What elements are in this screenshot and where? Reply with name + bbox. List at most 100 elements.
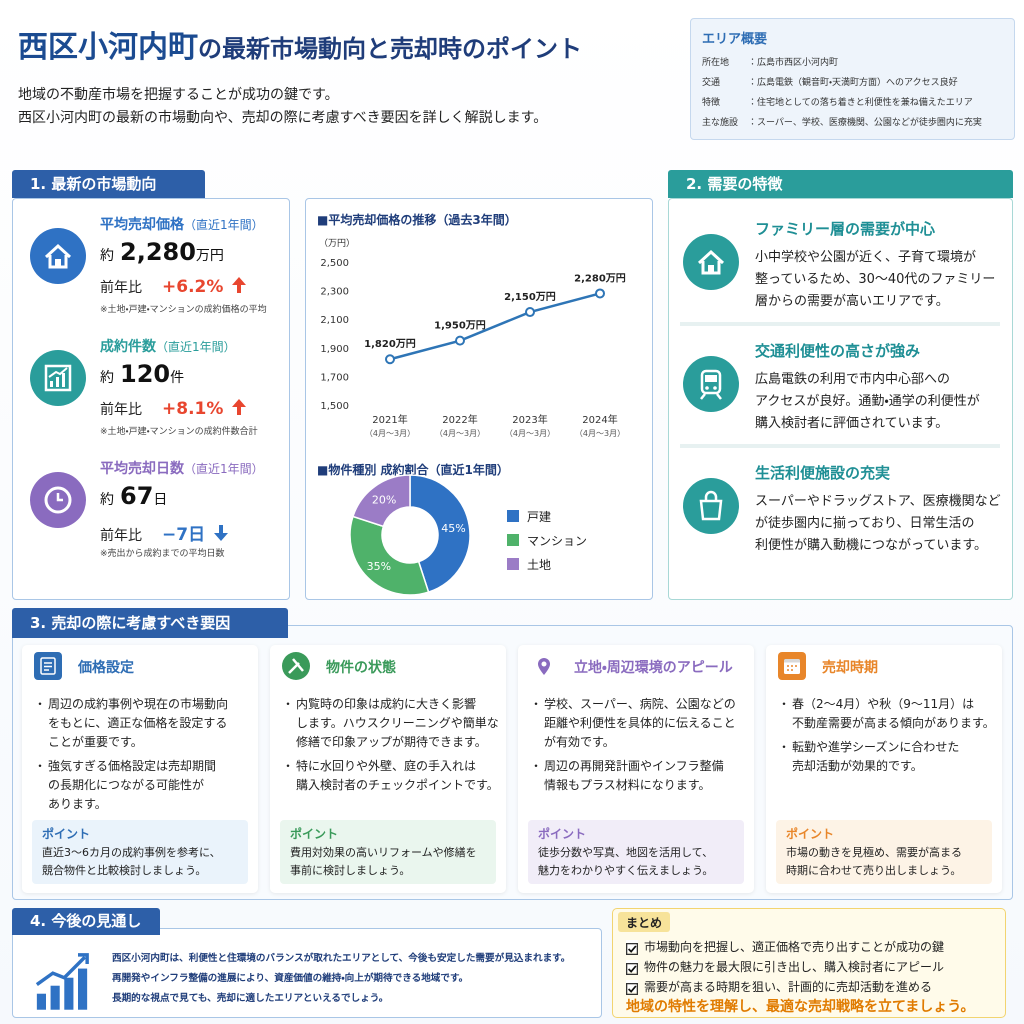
y-tick-label: 2,100 — [320, 315, 349, 326]
pie-slice — [409, 474, 471, 594]
area-label: 所在地 — [702, 58, 730, 68]
point-box — [280, 820, 496, 884]
icon-part — [699, 499, 723, 521]
yoy-label: 前年比 — [100, 280, 142, 296]
icon — [30, 228, 86, 284]
bullet-text: ことが重要です。 — [48, 735, 143, 749]
icon — [683, 478, 739, 534]
icon-part — [700, 393, 722, 400]
factor-heading: 価格設定 — [78, 660, 134, 676]
icon-part — [705, 375, 717, 382]
bullet-text: 購入検討者のチェックポイントです。 — [296, 778, 499, 792]
feature-text: が徒歩圏内に揃っており、日常生活の — [755, 516, 975, 531]
chart-title: ■平均売却価格の推移（過去3年間） — [317, 212, 517, 227]
yoy-arrow — [231, 398, 247, 420]
bullet-text: の長期化につながる可能性が — [48, 778, 205, 792]
point-label: ポイント — [786, 827, 835, 841]
yoy-value: +8.1% — [162, 399, 224, 419]
icon-part — [704, 490, 718, 501]
stat-period: （直近1年間） — [184, 218, 264, 232]
bullet-text: します。ハウスクリーニングや簡単な — [296, 716, 499, 730]
icon-part — [44, 364, 72, 392]
bullet-text: 春（2～4月）や秋（9～11月）は — [792, 697, 975, 711]
section-tab: 1. 最新の市場動向 — [12, 170, 205, 198]
stat-name: 平均売却日数 — [100, 461, 184, 477]
icon-part — [232, 277, 247, 293]
icon — [30, 948, 94, 1012]
stat-value-row: 約 120件 — [100, 360, 184, 388]
stat-label: 平均売却日数（直近1年間） — [100, 458, 264, 478]
factor-heading: 物件の状態 — [326, 660, 396, 676]
data-label: 1,950万円 — [434, 320, 486, 332]
icon — [778, 652, 806, 680]
yoy-arrow — [231, 276, 247, 298]
feature-text: 小中学校や公園が近く、子育て環境が — [755, 250, 977, 265]
data-label: 2,150万円 — [504, 291, 556, 303]
stat-unit: 件 — [170, 370, 185, 386]
x-tick-label: 2023年 — [512, 413, 547, 426]
summary-box — [612, 908, 1006, 1018]
x-tick-label: 2024年 — [582, 413, 617, 426]
charts: ■平均売却価格の推移（過去3年間） （万円） 1,500 1,700 1,900 2,10… — [317, 212, 626, 596]
bullet-text: が有効です。 — [544, 735, 615, 749]
point-text: 事前に検討しましょう。 — [290, 864, 411, 877]
stat-note: ※土地・戸建・マンションの成約価格の平均 — [100, 305, 267, 315]
summary-item: 市場動向を把握し、適正価格で売り出すことが成功の鍵 — [644, 940, 945, 954]
area-value: ：広島電鉄（観音町・天満町方面）へのアクセス良好 — [748, 78, 958, 88]
x-tick-label: 2021年 — [372, 413, 407, 426]
bullet-text: 不動産需要が高まる傾向があります。 — [792, 716, 995, 730]
icon-part — [700, 369, 722, 395]
stat-name: 成約件数 — [100, 339, 156, 355]
point-label: ポイント — [538, 827, 587, 841]
icon-part — [36, 993, 46, 1010]
icon-part — [627, 965, 637, 973]
yoy-arrow — [213, 524, 229, 546]
feature-text: 層からの需要が高いエリアです。 — [755, 294, 949, 309]
page-title: 西区小河内町の最新市場動向と売却時のポイント — [18, 22, 582, 65]
area-value: ：広島市西区小河内町 — [748, 58, 839, 68]
slice-label: 45% — [441, 522, 465, 535]
point-label: ポイント — [42, 827, 91, 841]
factor-heading: 売却時期 — [822, 660, 878, 676]
data-point — [385, 354, 395, 365]
intro-text: 地域の不動産市場を把握することが成功の鍵です。 — [18, 87, 339, 103]
stat-prefix: 約 — [100, 370, 114, 386]
slice-label: 35% — [367, 560, 391, 573]
bullet-text: あります。 — [48, 797, 107, 811]
icon — [34, 652, 62, 680]
icon-part — [626, 963, 638, 975]
icon-part — [78, 968, 88, 1010]
outlook-text: 再開発やインフラ整備の進展により、資産価値の維持・向上が期待できる地域です。 — [112, 973, 469, 984]
area-box — [690, 18, 1015, 140]
icon-part — [705, 386, 709, 390]
icon-part — [232, 277, 247, 293]
icon-part — [214, 525, 229, 541]
bullet-text: 売却活動が効果的です。 — [792, 759, 923, 773]
feature-text: 広島電鉄の利用で市内中心部への — [755, 372, 951, 387]
x-tick-sublabel: （4月～3月） — [575, 429, 625, 438]
bullet-text: 周辺の成約事例や現在の市場動向 — [48, 697, 229, 711]
area-label: 特徴 — [702, 98, 721, 108]
bullet-text: 転勤や進学シーズンに合わせた — [792, 740, 960, 754]
bullet-text: 学校、スーパー、病院、公園などの — [544, 697, 736, 711]
point-text: 時期に合わせて売り出しましょう。 — [786, 864, 962, 877]
point-text: 市場の動きを見極め、需要が高まる — [786, 846, 962, 859]
bullet-dot: ・ — [34, 697, 47, 711]
bullet-dot: ・ — [34, 759, 47, 773]
icon — [530, 652, 558, 680]
stat-note: ※売出から成約までの平均日数 — [100, 549, 225, 559]
area-label: 交通 — [702, 78, 721, 88]
feature-text: 購入検討者に評価されています。 — [755, 416, 949, 431]
icon-part — [784, 659, 800, 674]
stat-note: ※土地・戸建・マンションの成約件数合計 — [100, 427, 258, 437]
stat-unit: 万円 — [195, 248, 224, 264]
legend-label: 戸建 — [527, 510, 551, 524]
y-axis-label: （万円） — [319, 238, 355, 249]
y-tick-label: 1,700 — [320, 372, 349, 383]
pie-slice — [349, 515, 430, 596]
section-panel — [12, 928, 602, 1018]
bullet-dot: ・ — [778, 697, 791, 711]
icon-part — [627, 945, 637, 953]
section-tab: 4. 今後の見通し — [12, 908, 160, 935]
stat-prefix: 約 — [100, 248, 114, 264]
